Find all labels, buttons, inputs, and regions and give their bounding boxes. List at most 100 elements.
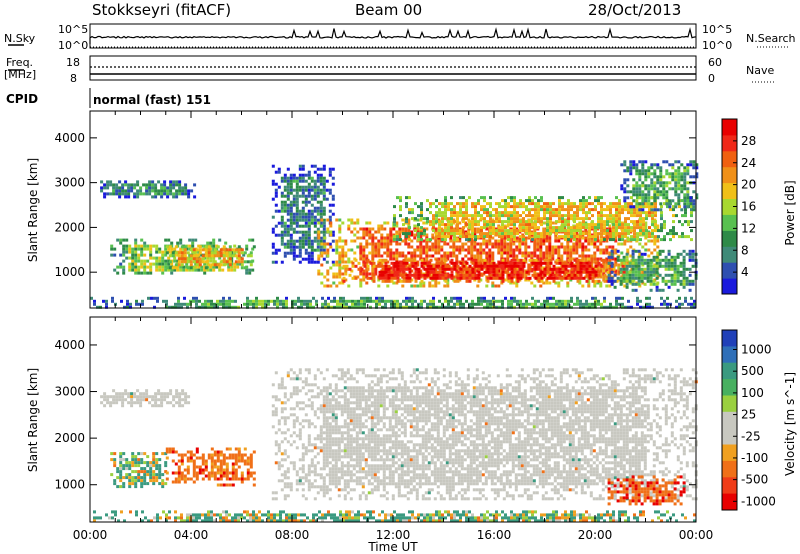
power-cell [495,214,498,218]
power-cell [600,235,603,239]
power-cell [515,284,519,288]
power-cell [443,254,447,258]
power-cell [537,261,541,265]
power-cell [483,208,486,212]
power-cell [652,270,656,274]
power-cell [654,202,657,206]
power-cell [570,217,573,221]
power-cell [638,160,642,164]
power-cell [501,214,504,218]
power-cell [413,248,417,252]
power-cell [313,260,317,264]
power-cell [612,238,615,242]
power-cell [331,233,335,237]
velocity-cell [157,398,161,402]
power-cell [674,160,678,164]
power-cell [501,305,504,309]
power-cell [674,181,678,185]
power-cell [392,254,396,258]
power-cell [675,305,678,309]
power-cell [693,305,696,309]
power-cell [626,169,630,173]
power-cell [621,302,624,306]
power-cell [350,218,354,222]
power-cell [621,296,624,300]
power-cell [512,251,516,255]
power-cell [100,180,104,184]
power-cell [398,233,402,237]
power-cell [501,199,504,203]
power-cell [570,299,573,303]
power-cell [551,257,555,261]
power-cell [419,269,423,273]
power-cell [555,299,558,303]
power-cell [401,227,405,231]
power-cell [516,279,520,283]
power-cell [136,195,140,199]
power-cell [219,299,222,303]
power-cell [467,257,471,261]
power-cell [528,223,531,227]
power-cell [620,187,624,191]
power-cell [549,232,552,236]
power-cell [319,245,323,249]
power-cell [422,284,426,288]
power-cell [513,217,516,221]
power-cell [651,214,654,218]
velocity-cell [112,395,116,399]
power-cell [289,245,293,249]
power-cell [602,266,606,270]
power-cell [471,229,474,233]
power-cell [685,282,689,286]
power-cell [545,272,549,276]
power-cell [105,299,108,303]
power-cell [686,169,690,173]
power-cell [573,267,577,271]
velocity-cell [160,398,164,402]
power-cell [599,269,603,273]
power-cell [175,192,179,196]
power-cell [519,258,523,262]
power-cell [600,232,603,236]
power-cell [384,258,388,262]
power-cell [554,245,558,249]
power-cell [298,230,302,234]
power-cell [585,279,589,283]
power-cell [353,233,357,237]
power-cell [594,232,597,236]
power-cell [378,299,381,303]
power-cell [545,281,549,285]
power-cell [676,270,680,274]
power-cell [552,226,555,230]
power-cell [649,270,653,274]
power-cell [512,254,516,258]
power-cell [212,256,216,260]
power-cell [395,257,399,261]
power-cell [399,208,402,212]
power-cell [383,227,387,231]
velocity-cell [184,392,188,396]
power-cell [498,226,501,230]
power-cell [584,257,588,261]
power-cell [549,220,552,224]
power-cell [647,190,651,194]
power-cell [183,302,186,306]
power-cell [354,258,358,262]
power-cell [136,192,140,196]
power-cell [180,260,184,264]
power-cell [102,299,105,303]
power-cell [389,236,393,240]
power-cell [402,299,405,303]
power-cell [271,227,275,231]
power-cell [175,195,179,199]
power-cell [670,255,674,259]
power-cell [663,223,666,227]
power-cell [338,254,342,258]
power-cell [594,296,597,300]
power-cell [655,255,659,259]
power-cell [207,248,211,252]
power-cell [659,184,663,188]
power-cell [593,254,597,258]
cpid-label: CPID [6,92,38,106]
power-cell [360,296,363,300]
